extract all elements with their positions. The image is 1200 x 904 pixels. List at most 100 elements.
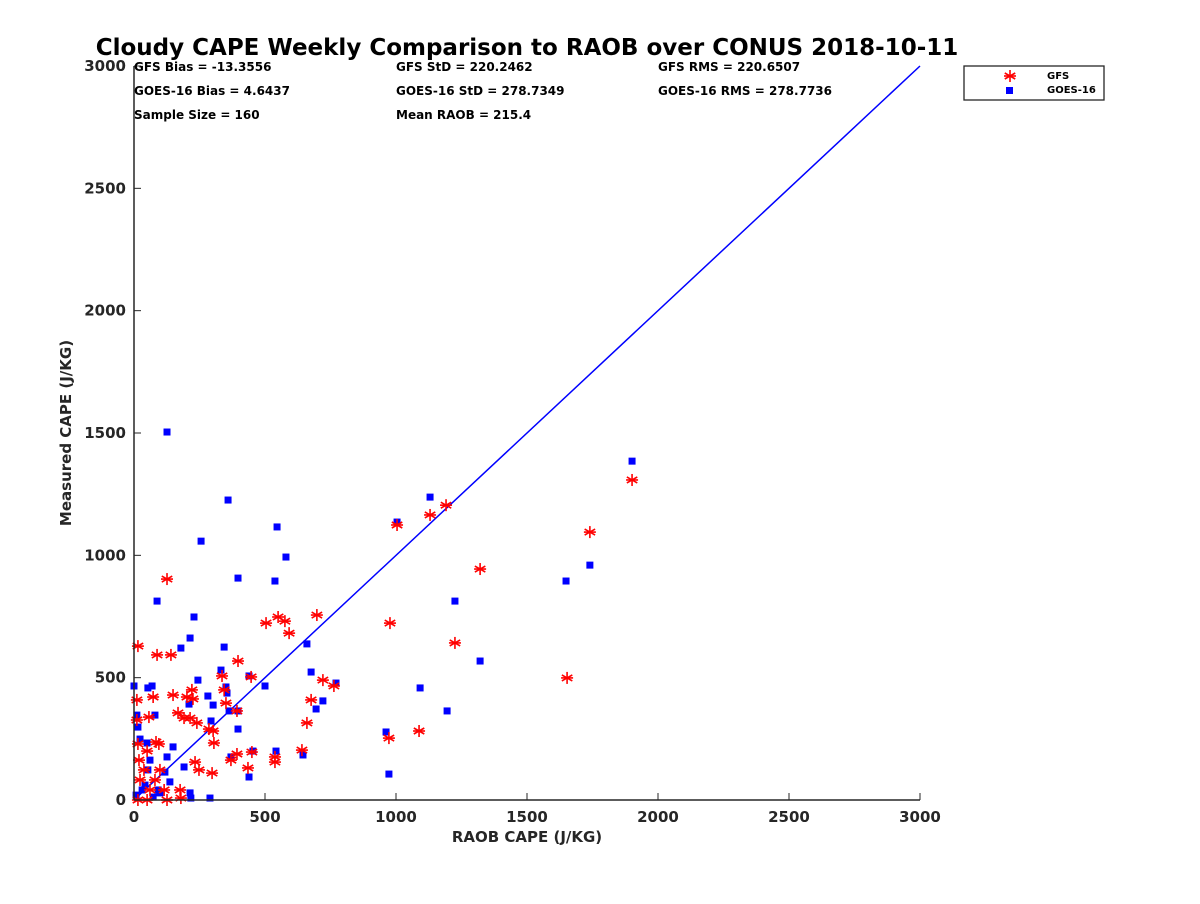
y-tick-label: 1000	[84, 546, 126, 564]
gfs-point	[327, 679, 340, 692]
goes16-point	[628, 457, 636, 465]
gfs-point	[148, 773, 161, 786]
gfs-point	[424, 508, 437, 521]
legend-gfs-marker	[1004, 70, 1016, 82]
goes16-point	[136, 735, 144, 743]
gfs-point	[260, 617, 273, 630]
goes16-point	[134, 723, 142, 731]
goes16-point	[225, 707, 233, 715]
goes16-point	[186, 789, 194, 797]
axis-ticks: 0 500 1000 1500 2000 2500 3000 0 500 1000 1500 2000…	[84, 57, 941, 826]
gfs-point	[216, 669, 229, 682]
gfs-point	[218, 683, 231, 696]
goes16-point	[207, 717, 215, 725]
plot-marks	[130, 65, 921, 806]
y-tick-label: 500	[95, 669, 126, 687]
goes16-point	[220, 643, 228, 651]
x-tick-label: 2000	[637, 808, 679, 826]
goes16-point	[163, 428, 171, 436]
goes16-point	[416, 684, 424, 692]
gfs-point	[184, 712, 197, 725]
goes16-point	[190, 613, 198, 621]
stat-text: Sample Size = 160	[134, 108, 260, 122]
gfs-point	[283, 627, 296, 640]
gfs-point	[164, 648, 177, 661]
goes16-point	[303, 640, 311, 648]
gfs-point	[189, 756, 202, 769]
goes16-point	[194, 676, 202, 684]
x-tick-label: 3000	[899, 808, 941, 826]
gfs-point	[310, 609, 323, 622]
y-tick-label: 2500	[84, 179, 126, 197]
legend-gfs-label: GFS	[1047, 71, 1069, 82]
gfs-point	[152, 737, 165, 750]
goes16-point	[206, 794, 214, 802]
chart-title: Cloudy CAPE Weekly Comparison to RAOB ov…	[96, 35, 959, 61]
gfs-point	[382, 732, 395, 745]
gfs-point	[224, 754, 237, 767]
gfs-point	[185, 683, 198, 696]
gfs-point	[147, 690, 160, 703]
gfs-point	[448, 636, 461, 649]
gfs-point	[174, 783, 187, 796]
gfs-point	[132, 754, 145, 767]
legend: GFS GOES-16	[963, 65, 1105, 101]
stat-text: GFS StD = 220.2462	[396, 60, 533, 74]
goes16-point	[222, 683, 230, 691]
stat-text: GOES-16 Bias = 4.6437	[134, 84, 290, 98]
goes16-point	[151, 711, 159, 719]
goes16-point	[163, 753, 171, 761]
goes16-point	[426, 493, 434, 501]
gfs-point	[130, 693, 143, 706]
goes16-point	[273, 523, 281, 531]
gfs-point	[474, 563, 487, 576]
goes16-point	[586, 561, 594, 569]
gfs-point	[172, 706, 185, 719]
goes16-point	[217, 666, 225, 674]
x-axis-label: RAOB CAPE (J/KG)	[452, 828, 602, 846]
gfs-point	[316, 674, 329, 687]
gfs-point	[241, 761, 254, 774]
gfs-point	[143, 783, 156, 796]
gfs-point	[583, 526, 596, 539]
gfs-point	[383, 617, 396, 630]
goes16-point	[209, 701, 217, 709]
gfs-point	[186, 692, 199, 705]
stats-annotations: GFS Bias = -13.3556 GFS StD = 220.2462 GFS…	[134, 60, 832, 122]
stat-text: GOES-16 StD = 278.7349	[396, 84, 565, 98]
goes16-point	[186, 634, 194, 642]
goes16-point	[144, 684, 152, 692]
x-tick-label: 1000	[375, 808, 417, 826]
y-tick-label: 0	[116, 791, 126, 809]
goes16-point	[223, 689, 231, 697]
goes16-point	[272, 747, 280, 755]
goes16-point	[382, 728, 390, 736]
goes16-point	[443, 707, 451, 715]
gfs-point	[142, 711, 155, 724]
goes16-point	[476, 657, 484, 665]
goes16-point	[146, 756, 154, 764]
y-tick-label: 3000	[84, 57, 126, 75]
goes16-point	[177, 644, 185, 652]
stat-text: GFS Bias = -13.3556	[134, 60, 271, 74]
gfs-point	[305, 693, 318, 706]
goes16-point	[185, 700, 193, 708]
goes16-point	[141, 781, 149, 789]
x-tick-label: 500	[249, 808, 280, 826]
gfs-point	[161, 573, 174, 586]
gfs-point	[153, 763, 166, 776]
goes16-point	[197, 537, 205, 545]
gfs-point	[278, 615, 291, 628]
x-tick-label: 0	[129, 808, 139, 826]
goes16-point	[307, 668, 315, 676]
gfs-point	[245, 746, 258, 759]
stat-text: Mean RAOB = 215.4	[396, 108, 531, 122]
gfs-point	[151, 648, 164, 661]
goes16-point	[271, 577, 279, 585]
x-tick-label: 2500	[768, 808, 810, 826]
x-tick-label: 1500	[506, 808, 548, 826]
goes16-point	[132, 791, 140, 799]
goes16-point	[234, 725, 242, 733]
goes16-point	[261, 682, 269, 690]
gfs-point	[141, 745, 154, 758]
